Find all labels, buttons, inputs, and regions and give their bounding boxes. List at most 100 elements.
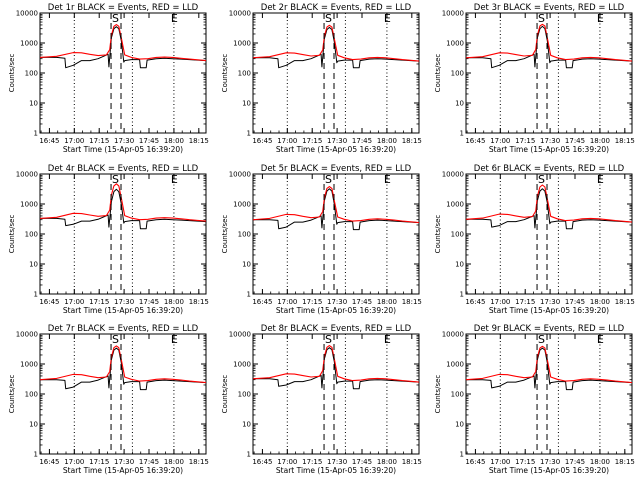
marker-e: E (384, 333, 391, 346)
x-tick-label: 17:00 (277, 298, 297, 306)
y-axis-label: Counts/sec (221, 375, 229, 414)
x-tick-label: 16:45 (39, 137, 59, 145)
y-tick-label: 10 (29, 261, 38, 269)
y-tick-label: 1000 (20, 201, 38, 209)
panel-det-8: Det 8r BLACK = Events, RED = LLD 1 10 100 10… (221, 324, 422, 475)
x-axis-label: Start Time (15-Apr-05 16:39:20) (489, 306, 609, 315)
y-axis-label: Counts/sec (221, 54, 229, 93)
marker-s: S (538, 173, 545, 186)
series-events-line (466, 188, 633, 230)
y-tick-label: 1000 (446, 40, 464, 48)
series-lld-line (39, 183, 207, 222)
y-tick-label: 10000 (229, 10, 251, 18)
marker-s: S (112, 173, 119, 186)
x-tick-label: 17:30 (114, 298, 134, 306)
marker-e: E (597, 12, 604, 25)
x-tick-label: 17:30 (327, 298, 347, 306)
x-tick-label: 18:00 (164, 137, 184, 145)
plot-frame (39, 333, 207, 455)
y-tick-label: 10000 (16, 171, 38, 179)
x-tick-label: 16:45 (465, 458, 485, 466)
panel-title: Det 7r BLACK = Events, RED = LLD (48, 324, 199, 334)
panel-title: Det 4r BLACK = Events, RED = LLD (48, 164, 199, 174)
y-tick-label: 100 (25, 391, 38, 399)
x-tick-label: 18:15 (615, 137, 635, 145)
x-tick-label: 17:00 (64, 298, 84, 306)
x-tick-label: 18:15 (189, 298, 209, 306)
marker-e: E (384, 173, 391, 186)
x-axis-label: Start Time (15-Apr-05 16:39:20) (489, 466, 609, 475)
plot-frame (465, 173, 633, 295)
x-tick-label: 16:45 (39, 458, 59, 466)
y-tick-label: 1 (34, 130, 38, 138)
marker-e: E (171, 12, 178, 25)
series-lld-line (39, 345, 207, 384)
marker-e: E (597, 173, 604, 186)
x-tick-label: 17:15 (515, 137, 535, 145)
series-lld-line (252, 24, 420, 62)
series-lld-line (465, 345, 633, 384)
x-tick-label: 17:00 (490, 298, 510, 306)
plot-frame (465, 333, 633, 455)
x-tick-label: 17:00 (64, 137, 84, 145)
x-tick-label: 18:00 (377, 298, 397, 306)
y-tick-label: 100 (238, 231, 251, 239)
y-tick-label: 10 (242, 421, 251, 429)
x-tick-label: 17:30 (540, 137, 560, 145)
y-tick-label: 100 (25, 231, 38, 239)
series-events-line (40, 26, 207, 69)
panel-title: Det 2r BLACK = Events, RED = LLD (261, 3, 412, 13)
y-tick-label: 100 (451, 70, 464, 78)
x-tick-label: 17:15 (89, 137, 109, 145)
y-tick-label: 10000 (442, 331, 464, 339)
y-axis-label: Counts/sec (434, 54, 442, 93)
x-tick-label: 18:00 (164, 458, 184, 466)
y-tick-label: 10000 (16, 10, 38, 18)
series-events-line (466, 25, 633, 69)
panel-det-4: Det 4r BLACK = Events, RED = LLD 1 10 100 10… (8, 164, 209, 315)
y-tick-label: 1000 (20, 361, 38, 369)
x-axis-label: Start Time (15-Apr-05 16:39:20) (276, 466, 396, 475)
y-tick-label: 10 (455, 421, 464, 429)
y-tick-label: 1000 (446, 201, 464, 209)
plot-frame (252, 333, 420, 455)
marker-s: S (112, 333, 119, 346)
y-axis-label: Counts/sec (8, 54, 16, 93)
y-tick-label: 1 (460, 130, 464, 138)
x-tick-label: 17:30 (327, 458, 347, 466)
y-tick-label: 1 (247, 451, 251, 459)
x-axis-label: Start Time (15-Apr-05 16:39:20) (276, 306, 396, 315)
x-tick-label: 16:45 (465, 298, 485, 306)
panel-title: Det 3r BLACK = Events, RED = LLD (474, 3, 625, 13)
y-tick-label: 10000 (229, 331, 251, 339)
x-tick-label: 17:30 (540, 458, 560, 466)
plot-frame (252, 12, 420, 134)
panel-det-1: Det 1r BLACK = Events, RED = LLD 1 10 100 10… (8, 3, 209, 154)
y-tick-label: 100 (25, 70, 38, 78)
series-lld-line (252, 345, 420, 383)
x-tick-label: 17:45 (565, 458, 585, 466)
y-tick-label: 1000 (20, 40, 38, 48)
x-tick-label: 17:45 (352, 458, 372, 466)
y-tick-label: 1 (460, 291, 464, 299)
marker-s: S (538, 12, 545, 25)
x-tick-label: 16:45 (252, 458, 272, 466)
y-tick-label: 10 (29, 421, 38, 429)
x-tick-label: 17:00 (490, 458, 510, 466)
x-tick-label: 18:00 (590, 298, 610, 306)
y-tick-label: 1 (34, 291, 38, 299)
x-tick-label: 16:45 (252, 298, 272, 306)
y-tick-label: 10 (455, 100, 464, 108)
x-tick-label: 16:45 (465, 137, 485, 145)
series-events-line (40, 347, 207, 391)
x-tick-label: 17:30 (114, 458, 134, 466)
x-tick-label: 17:15 (302, 298, 322, 306)
marker-s: S (325, 333, 332, 346)
x-tick-label: 18:00 (377, 458, 397, 466)
x-axis-label: Start Time (15-Apr-05 16:39:20) (63, 306, 183, 315)
x-tick-label: 17:00 (64, 458, 84, 466)
x-tick-label: 16:45 (252, 137, 272, 145)
x-tick-label: 18:15 (189, 458, 209, 466)
marker-e: E (171, 333, 178, 346)
panel-det-6: Det 6r BLACK = Events, RED = LLD 1 10 100 10… (434, 164, 635, 315)
